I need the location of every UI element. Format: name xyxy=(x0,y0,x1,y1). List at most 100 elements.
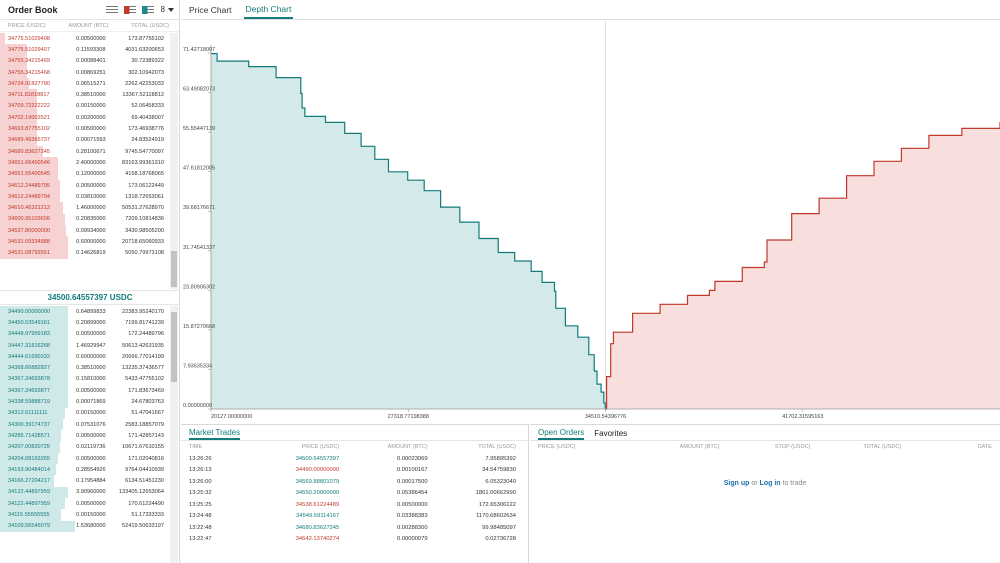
view-bids-icon[interactable] xyxy=(141,5,154,14)
column-amount: AMOUNT (BTC) xyxy=(679,444,720,450)
bid-row[interactable]: 34313.61111111 0.00150000 51.47041667 xyxy=(0,407,170,419)
to-trade-text: to trade xyxy=(782,480,807,487)
row-total: 9745.54770097 xyxy=(125,148,164,155)
tab-market-trades[interactable]: Market Trades xyxy=(189,428,241,440)
row-price: 34444.61690332 xyxy=(8,353,50,360)
tab-favorites[interactable]: Favorites xyxy=(594,429,628,438)
bid-row[interactable]: 34285.71428571 0.00500000 171.42857143 xyxy=(0,430,170,442)
bid-row[interactable]: 34300.39174737 0.07531076 2583.18857079 xyxy=(0,418,170,431)
y-tick-label: 31.74541337 xyxy=(183,245,215,251)
ask-row[interactable]: 34709.72222222 0.00150000 52.06458333 xyxy=(0,100,170,113)
bid-row[interactable]: 34368.66882827 0.38510000 13235.37436577 xyxy=(0,362,170,374)
row-total: 52.06458333 xyxy=(131,103,164,110)
row-amount: 0.20835000 xyxy=(76,216,106,223)
precision-select[interactable]: 8 xyxy=(160,5,165,14)
tab-depth-chart[interactable]: Depth Chart xyxy=(243,4,294,19)
bid-row[interactable]: 34338.59888719 0.00071869 24.67803763 xyxy=(0,396,170,408)
sign-up-link[interactable]: Sign up xyxy=(723,480,750,487)
row-total: 133405.12653064 xyxy=(118,489,164,496)
depth-chart[interactable]: 71.42718007 63.49082073 55.55447139 47.6181… xyxy=(181,21,1000,421)
log-in-link[interactable]: Log in xyxy=(759,480,781,487)
row-total: 51.17333333 xyxy=(131,511,164,518)
row-total: 7209.10814836 xyxy=(125,216,164,223)
row-total: 24.83524919 xyxy=(131,137,164,144)
bid-row[interactable]: 34490.00000000 0.64899833 22383.95240170 xyxy=(0,306,170,318)
row-price: 34755.34215468 xyxy=(8,69,50,76)
row-total: 10671.67610155 xyxy=(122,444,164,451)
bid-row[interactable]: 34448.97959183 0.00500000 172.24489796 xyxy=(0,328,170,340)
depth-bar xyxy=(0,509,62,521)
bid-row[interactable]: 34109.56545079 1.53680000 52419.50633197 xyxy=(0,520,170,532)
ask-row[interactable]: 34531.09334888 0.60000000 20718.65060933 xyxy=(0,236,170,248)
bid-row[interactable]: 34367.34693877 0.00500000 171.83673469 xyxy=(0,385,170,397)
bid-row[interactable]: 34193.90484014 0.28554926 9764.04410939 xyxy=(0,464,170,476)
ask-row[interactable]: 34680.83627245 0.28100671 9745.54770097 xyxy=(0,145,170,158)
row-amount: 2.40000000 xyxy=(76,159,106,166)
bid-row[interactable]: 34444.61690332 0.60000000 20666.77014199 xyxy=(0,351,170,363)
bid-row[interactable]: 34122.44897959 3.90960000 133405.12653064 xyxy=(0,486,170,499)
bid-row[interactable]: 34122.44897959 0.00500000 170.61224490 xyxy=(0,498,170,510)
row-price: 34689.49365737 xyxy=(8,137,50,144)
ask-row[interactable]: 34711.81818817 0.38510000 13367.52118812 xyxy=(0,89,170,101)
ask-row[interactable]: 34693.87755102 0.00500000 173.46938776 xyxy=(0,123,170,135)
ask-row[interactable]: 34755.34215468 0.00869251 302.10942073 xyxy=(0,66,170,79)
depth-bar xyxy=(0,33,6,45)
row-price: 34775.51029408 xyxy=(8,35,50,42)
row-total: 50613.42631935 xyxy=(122,342,164,349)
row-amount: 0.09934000 xyxy=(76,227,106,234)
depth-bar xyxy=(0,112,38,124)
chevron-down-icon[interactable] xyxy=(168,7,174,12)
ask-row[interactable]: 34755.34215469 0.00088401 30.72389322 xyxy=(0,55,170,67)
depth-bar xyxy=(0,44,28,56)
column-price: PRICE (USDC) xyxy=(301,444,340,450)
ask-row[interactable]: 34612.24489795 0.00500000 173.06122449 xyxy=(0,179,170,192)
ask-row[interactable]: 34702.19003521 0.00200000 69.40438007 xyxy=(0,112,170,124)
row-price: 34711.81818817 xyxy=(8,92,50,99)
bid-row[interactable]: 34450.53549161 0.20899000 7199.81741239 xyxy=(0,317,170,329)
row-price: 34115.55555555 xyxy=(8,511,50,518)
column-total: TOTAL (USDC) xyxy=(131,22,170,29)
row-amount: 0.00071869 xyxy=(76,399,106,406)
trade-row: 13:26:26 34500.64557397 0.00023069 7.958953… xyxy=(181,453,528,465)
depth-bar xyxy=(0,407,65,419)
view-asks-icon[interactable] xyxy=(123,5,136,14)
row-price: 34680.83627245 xyxy=(8,148,50,155)
row-price: 34612.24489795 xyxy=(8,182,50,189)
ask-row[interactable]: 34724.91827790 0.06515271 2262.42253033 xyxy=(0,78,170,90)
bids-scrollbar[interactable] xyxy=(170,306,178,563)
ask-row[interactable]: 34775.51029408 0.00500000 173.87755102 xyxy=(0,33,170,45)
row-amount: 0.02119736 xyxy=(76,444,106,451)
bid-row[interactable]: 34447.31816268 1.46929947 50613.42631935 xyxy=(0,339,170,352)
row-amount: 0.00150000 xyxy=(76,511,106,518)
depth-bar xyxy=(0,373,68,386)
x-tick-label: 20127.00000000 xyxy=(211,414,252,420)
row-amount: 0.20899000 xyxy=(76,319,106,326)
tab-open-orders[interactable]: Open Orders xyxy=(538,428,585,440)
bid-row[interactable]: 34367.34693878 0.15810000 5433.47755102 xyxy=(0,373,170,386)
ask-row[interactable]: 34612.24489794 0.03810000 1318.72653061 xyxy=(0,191,170,203)
trade-time: 13:25:32 xyxy=(189,490,212,497)
ask-row[interactable]: 34610.46321212 1.46000000 50531.27628970 xyxy=(0,202,170,214)
ask-row[interactable]: 34600.95103606 0.20835000 7209.10814836 xyxy=(0,213,170,226)
y-tick-label: 23.80906302 xyxy=(183,284,215,290)
bid-row[interactable]: 34166.27204217 0.17954884 6134.51451230 xyxy=(0,475,170,487)
ask-row[interactable]: 34689.49365737 0.00071593 24.83524919 xyxy=(0,134,170,146)
trade-price: 34549.59114167 xyxy=(296,513,340,520)
view-both-icon[interactable] xyxy=(105,5,118,14)
ask-row[interactable]: 34775.51029407 0.11593308 4031.63200653 xyxy=(0,44,170,56)
trade-row: 13:24:48 34549.59114167 0.03388383 1170.686… xyxy=(181,511,528,523)
asks-scroll-thumb[interactable] xyxy=(171,251,177,287)
ask-row[interactable]: 34531.08793551 0.14626819 5050.79973108 xyxy=(0,247,170,259)
ask-row[interactable]: 34651.55400545 0.12000000 4158.18768065 xyxy=(0,168,170,180)
depth-bar xyxy=(0,520,75,532)
bid-row[interactable]: 34207.00820725 0.02119736 10671.67610155 xyxy=(0,441,170,453)
asks-scrollbar[interactable] xyxy=(170,33,178,289)
ask-row[interactable]: 34651.66400546 2.40000000 83163.99361310 xyxy=(0,157,170,169)
bids-scroll-thumb[interactable] xyxy=(171,312,177,382)
ask-row[interactable]: 34537.80000000 0.09934000 3430.98505200 xyxy=(0,225,170,237)
tab-price-chart[interactable]: Price Chart xyxy=(189,5,232,15)
trade-time: 13:22:47 xyxy=(189,536,212,543)
row-amount: 0.38510000 xyxy=(76,92,106,99)
bid-row[interactable]: 34204.08163265 0.00500000 171.02040816 xyxy=(0,452,170,465)
bid-row[interactable]: 34115.55555555 0.00150000 51.17333333 xyxy=(0,509,170,521)
